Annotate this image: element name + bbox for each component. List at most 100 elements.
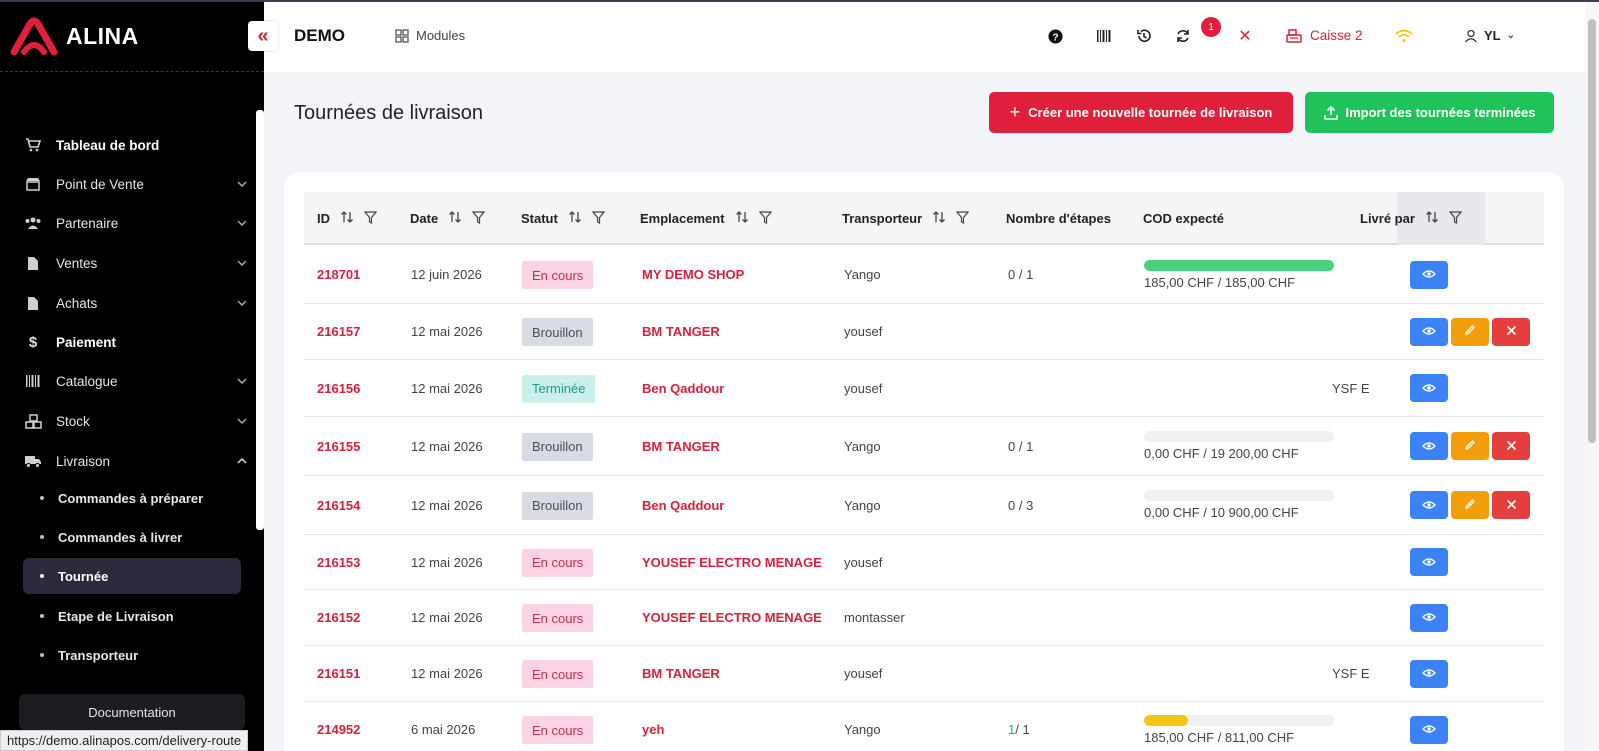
filter-icon[interactable] — [363, 210, 378, 227]
sidebar-item-catalogue[interactable]: Catalogue — [24, 368, 248, 394]
sidebar-subitem-tournée[interactable]: Tournée — [23, 558, 241, 594]
sidebar-item-achats[interactable]: Achats — [24, 290, 248, 316]
location-link[interactable]: Ben Qaddour — [642, 497, 725, 513]
view-button[interactable] — [1410, 317, 1448, 346]
sidebar-item-tableau-de-bord[interactable]: Tableau de bord — [24, 132, 248, 158]
filter-icon[interactable] — [955, 210, 970, 227]
scrollbar-thumb[interactable] — [1588, 19, 1596, 443]
create-route-button[interactable]: + Créer une nouvelle tournée de livraiso… — [989, 92, 1293, 133]
edit-button[interactable] — [1451, 491, 1489, 519]
location-link[interactable]: Ben Qaddour — [642, 380, 725, 396]
sidebar-item-label: Ventes — [56, 255, 98, 271]
sidebar-item-stock[interactable]: Stock — [24, 408, 248, 434]
route-id-link[interactable]: 216151 — [317, 666, 361, 681]
location-link[interactable]: MY DEMO SHOP — [642, 267, 745, 282]
barcode-icon[interactable] — [1092, 24, 1116, 48]
view-button[interactable] — [1410, 659, 1448, 688]
documentation-button[interactable]: Documentation — [19, 694, 245, 730]
status-badge: Brouillon — [522, 491, 593, 520]
table-header-shade — [1397, 192, 1485, 245]
column-header[interactable]: Date — [410, 192, 486, 245]
cod-progress: 185,00 CHF / 185,00 CHF — [1144, 259, 1334, 290]
column-header[interactable]: Emplacement — [640, 192, 772, 245]
sort-icon[interactable] — [932, 210, 946, 227]
view-button[interactable] — [1410, 603, 1448, 632]
view-button[interactable] — [1410, 260, 1448, 289]
location-link[interactable]: BM TANGER — [642, 666, 720, 681]
sidebar-item-label: Achats — [56, 295, 98, 311]
chevron-up-icon — [236, 455, 248, 467]
sidebar-scrollbar[interactable] — [256, 110, 264, 530]
route-id-link[interactable]: 216152 — [317, 610, 361, 625]
sort-icon[interactable] — [448, 210, 462, 227]
sort-icon[interactable] — [568, 210, 582, 227]
route-id-link[interactable]: 216154 — [317, 497, 361, 513]
status-badge: Brouillon — [522, 318, 593, 346]
modules-button[interactable]: Modules — [395, 28, 465, 43]
location-link[interactable]: BM TANGER — [642, 438, 720, 454]
store-name[interactable]: DEMO — [294, 26, 345, 45]
view-button[interactable] — [1410, 432, 1448, 460]
delivered-by: YSF E — [1332, 666, 1370, 681]
route-id-link[interactable]: 218701 — [317, 267, 361, 282]
eye-icon — [1422, 610, 1436, 625]
sort-icon[interactable] — [1425, 210, 1439, 227]
location-link[interactable]: BM TANGER — [642, 324, 720, 339]
location-link[interactable]: yeh — [642, 722, 665, 737]
column-header[interactable]: Statut — [521, 192, 606, 245]
cod-progress: 185,00 CHF / 811,00 CHF — [1144, 714, 1334, 745]
import-routes-button[interactable]: Import des tournées terminées — [1305, 92, 1554, 133]
column-header[interactable]: Transporteur — [842, 192, 970, 245]
view-button[interactable] — [1410, 548, 1448, 576]
delete-button[interactable] — [1492, 317, 1530, 346]
view-button[interactable] — [1410, 715, 1448, 744]
sidebar-item-ventes[interactable]: Ventes — [24, 250, 248, 276]
delete-button[interactable] — [1492, 491, 1530, 519]
sync-icon[interactable] — [1171, 24, 1195, 48]
sort-icon[interactable] — [735, 210, 749, 227]
create-route-label: Créer une nouvelle tournée de livraison — [1028, 105, 1273, 120]
sidebar-item-partenaire[interactable]: Partenaire — [24, 210, 248, 236]
filter-icon[interactable] — [471, 210, 486, 227]
column-header[interactable]: ID — [317, 192, 378, 245]
user-icon — [1465, 29, 1477, 42]
brand[interactable]: ALINA — [0, 2, 264, 72]
cart-icon — [24, 136, 42, 154]
cash-register-button[interactable]: Caisse 2 — [1286, 28, 1363, 43]
sidebar-item-livraison[interactable]: Livraison — [24, 448, 248, 474]
edit-button[interactable] — [1451, 432, 1489, 460]
view-button[interactable] — [1410, 374, 1448, 402]
sidebar-subitem-transporteur[interactable]: Transporteur — [23, 637, 241, 673]
column-header-label: Date — [410, 211, 439, 226]
collapse-sidebar-button[interactable]: « — [248, 21, 278, 51]
route-id-link[interactable]: 216153 — [317, 554, 361, 570]
route-id-link[interactable]: 216155 — [317, 438, 361, 454]
delete-button[interactable] — [1492, 432, 1530, 460]
route-id-link[interactable]: 214952 — [317, 722, 361, 737]
close-icon[interactable]: ✕ — [1238, 28, 1252, 45]
route-id-link[interactable]: 216156 — [317, 380, 361, 396]
sort-icon[interactable] — [340, 210, 354, 227]
sidebar-subitem-commandes-à-livrer[interactable]: Commandes à livrer — [23, 519, 241, 555]
column-header[interactable]: Livré par — [1360, 192, 1463, 245]
help-icon[interactable]: ? — [1043, 24, 1067, 48]
location-link[interactable]: YOUSEF ELECTRO MENAGE — [642, 610, 822, 625]
sidebar-item-point-de-vente[interactable]: Point de Vente — [24, 171, 248, 197]
sidebar-item-paiement[interactable]: $ Paiement — [24, 329, 248, 355]
plus-icon: + — [1009, 102, 1021, 122]
filter-icon[interactable] — [758, 210, 772, 227]
view-button[interactable] — [1410, 491, 1448, 519]
sidebar-subitem-commandes-à-préparer[interactable]: Commandes à préparer — [23, 480, 241, 516]
sidebar-subitem-etape-de-livraison[interactable]: Etape de Livraison — [23, 598, 241, 634]
location-link[interactable]: YOUSEF ELECTRO MENAGE — [642, 554, 822, 570]
route-id-link[interactable]: 216157 — [317, 324, 361, 339]
user-menu[interactable]: YL ⌄ — [1464, 28, 1515, 43]
filter-icon[interactable] — [591, 210, 606, 227]
history-icon[interactable] — [1132, 24, 1156, 48]
cod-progress-bar — [1144, 431, 1334, 442]
edit-button[interactable] — [1451, 317, 1489, 346]
page-scrollbar[interactable] — [1585, 2, 1599, 751]
filter-icon[interactable] — [1448, 210, 1463, 227]
close-icon — [1506, 439, 1517, 454]
eye-icon — [1422, 381, 1436, 396]
